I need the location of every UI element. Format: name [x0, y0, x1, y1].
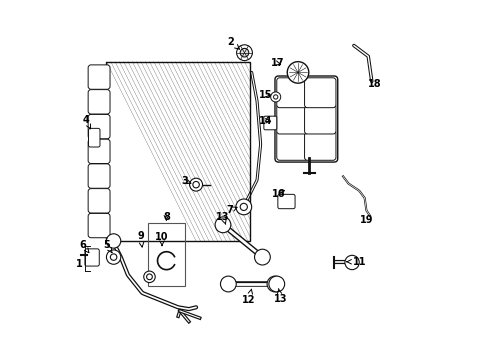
Text: 6: 6: [79, 239, 89, 253]
Circle shape: [106, 234, 121, 248]
Text: 4: 4: [82, 115, 90, 129]
Bar: [147, 223, 185, 286]
Text: 11: 11: [346, 257, 365, 267]
FancyBboxPatch shape: [304, 78, 335, 108]
Text: 19: 19: [359, 215, 372, 225]
Text: 13: 13: [273, 288, 286, 304]
FancyBboxPatch shape: [88, 129, 100, 147]
Circle shape: [240, 203, 247, 211]
Circle shape: [240, 48, 248, 57]
FancyBboxPatch shape: [264, 116, 276, 130]
FancyBboxPatch shape: [276, 130, 307, 160]
Text: 15: 15: [258, 90, 271, 100]
Circle shape: [146, 274, 152, 280]
FancyBboxPatch shape: [304, 130, 335, 160]
FancyBboxPatch shape: [85, 249, 99, 266]
FancyBboxPatch shape: [88, 213, 110, 238]
Circle shape: [235, 199, 251, 215]
Circle shape: [254, 249, 270, 265]
Text: 10: 10: [155, 232, 168, 246]
Bar: [106, 62, 249, 241]
Circle shape: [266, 276, 282, 292]
FancyBboxPatch shape: [88, 164, 110, 188]
Text: 13: 13: [216, 212, 229, 224]
Circle shape: [192, 181, 199, 188]
FancyBboxPatch shape: [277, 194, 294, 209]
Text: 9: 9: [137, 231, 143, 247]
Text: 7: 7: [225, 206, 237, 216]
Text: 14: 14: [259, 116, 272, 126]
Circle shape: [236, 45, 252, 60]
Circle shape: [110, 254, 117, 260]
Text: 12: 12: [242, 289, 255, 305]
FancyBboxPatch shape: [304, 104, 335, 134]
FancyBboxPatch shape: [88, 90, 110, 114]
Text: 16: 16: [271, 189, 285, 199]
Text: 1: 1: [76, 259, 83, 269]
Text: 18: 18: [367, 79, 380, 89]
Circle shape: [189, 178, 202, 191]
FancyBboxPatch shape: [88, 139, 110, 163]
Bar: [106, 62, 249, 241]
Circle shape: [268, 276, 284, 292]
FancyBboxPatch shape: [276, 104, 307, 134]
Circle shape: [220, 276, 236, 292]
Text: 3: 3: [181, 176, 190, 186]
Text: 2: 2: [227, 37, 239, 49]
Text: 8: 8: [163, 212, 169, 221]
Circle shape: [143, 271, 155, 283]
Circle shape: [215, 217, 230, 233]
Text: 17: 17: [270, 58, 284, 68]
Circle shape: [286, 62, 308, 83]
Circle shape: [270, 92, 280, 102]
FancyBboxPatch shape: [88, 114, 110, 139]
FancyBboxPatch shape: [88, 65, 110, 89]
Circle shape: [273, 95, 277, 99]
Text: 5: 5: [103, 239, 112, 253]
Circle shape: [344, 255, 359, 270]
FancyBboxPatch shape: [276, 78, 307, 108]
FancyBboxPatch shape: [88, 189, 110, 213]
Circle shape: [106, 250, 121, 264]
